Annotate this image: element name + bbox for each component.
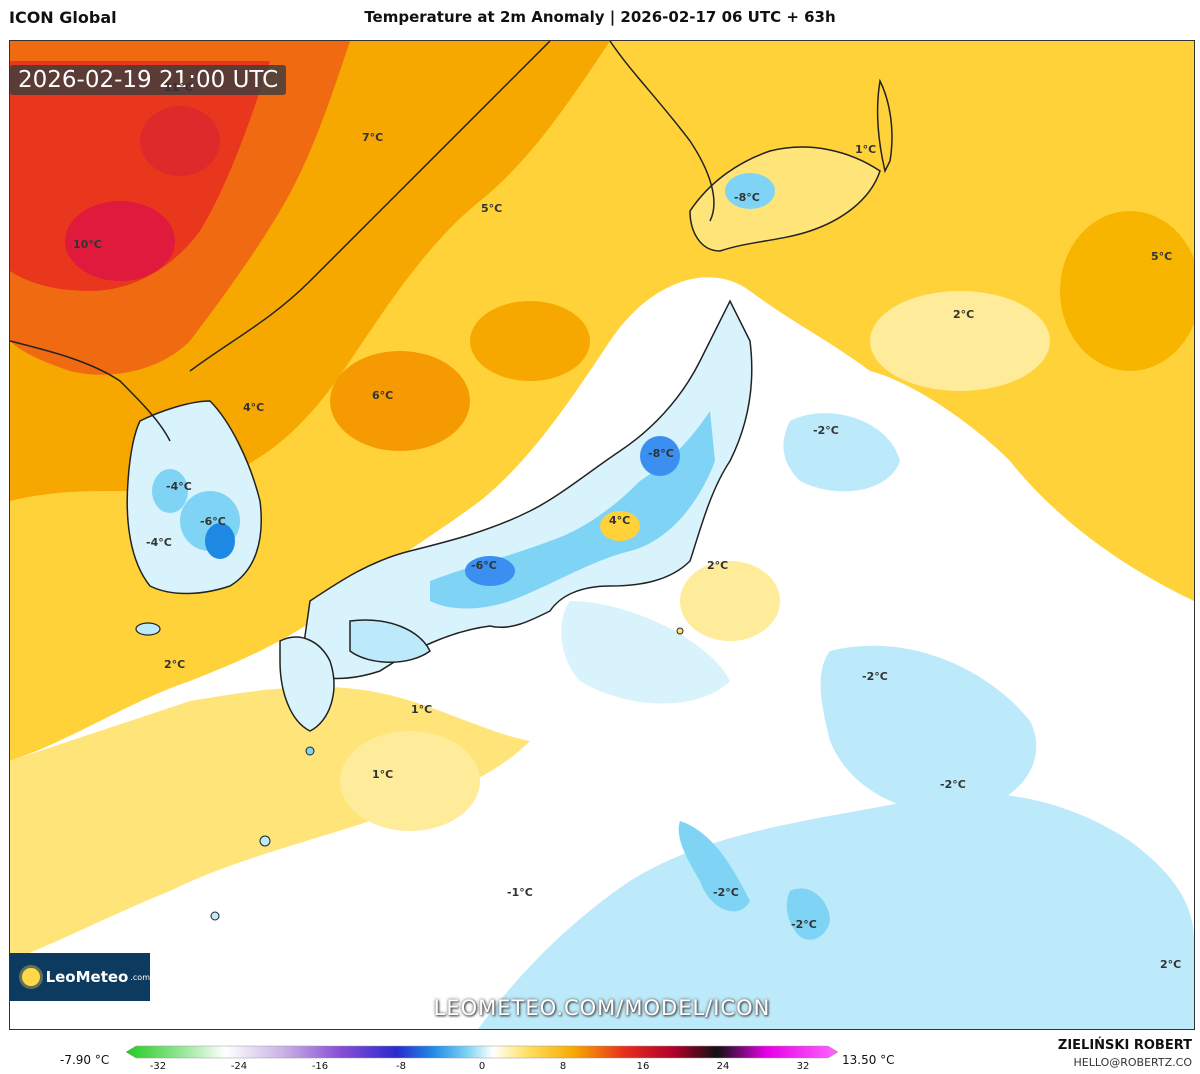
scale-tick: -32 <box>149 1061 167 1072</box>
contour-label: 1°C <box>372 768 394 781</box>
scale-min: -7.90 °C <box>60 1053 110 1067</box>
contour-label: 2°C <box>707 559 729 572</box>
logo-suffix: .com <box>130 972 150 982</box>
watermark: LEOMETEO.COM/MODEL/ICON <box>433 996 771 1020</box>
author-email[interactable]: HELLO@ROBERTZ.CO <box>1073 1056 1192 1069</box>
contour-label: 5°C <box>481 202 503 215</box>
contour-label: -6°C <box>200 515 226 528</box>
leometeo-logo[interactable]: LeoMeteo .com <box>10 953 150 1001</box>
chart-title: Temperature at 2m Anomaly | 2026-02-17 0… <box>364 8 836 26</box>
scale-tick: 8 <box>559 1061 567 1072</box>
scale-tick: 32 <box>796 1061 810 1072</box>
scale-max: 13.50 °C <box>842 1053 895 1067</box>
scale-tick: 16 <box>636 1061 650 1072</box>
contour-label: -2°C <box>713 886 739 899</box>
contour-label: -8°C <box>648 447 674 460</box>
contour-label: -2°C <box>940 778 966 791</box>
author-name: ZIELIŃSKI ROBERT <box>1057 1038 1192 1053</box>
contour-label: 1°C <box>411 703 433 716</box>
contour-label: 4°C <box>609 514 631 527</box>
contour-label: 2°C <box>1160 958 1182 971</box>
valid-time-badge: 2026-02-19 21:00 UTC <box>10 65 287 95</box>
scale-tick: 0 <box>478 1061 486 1072</box>
contour-label: -1°C <box>507 886 533 899</box>
model-name: ICON Global <box>9 8 117 27</box>
contour-label: -8°C <box>734 191 760 204</box>
contour-label: -4°C <box>146 536 172 549</box>
contour-label: 7°C <box>362 131 384 144</box>
contour-label: 10°C <box>73 238 102 251</box>
color-scale: -7.90 °C -32 -24 <box>0 1038 1200 1074</box>
contour-label: -2°C <box>813 424 839 437</box>
contour-label: 6°C <box>372 389 394 402</box>
scale-tick: 24 <box>716 1061 730 1072</box>
contour-label: 2°C <box>164 658 186 671</box>
scale-tick: -8 <box>396 1061 406 1072</box>
contour-label: -2°C <box>791 918 817 931</box>
contour-label: 2°C <box>953 308 975 321</box>
contour-label: 4°C <box>243 401 265 414</box>
colorbar <box>126 1045 838 1059</box>
map-field <box>10 41 1194 1029</box>
contour-label: -4°C <box>166 480 192 493</box>
contour-label: 1°C <box>855 143 877 156</box>
scale-tick: -16 <box>311 1061 329 1072</box>
sun-icon <box>22 968 40 986</box>
contour-label: 11°C <box>164 81 193 94</box>
contour-label: -6°C <box>471 559 497 572</box>
scale-tick: -24 <box>230 1061 248 1072</box>
logo-text: LeoMeteo <box>45 968 129 986</box>
anomaly-map[interactable]: 2026-02-19 21:00 UTC 10°C 11°C 7°C 5°C 1… <box>9 40 1195 1030</box>
contour-label: 5°C <box>1151 250 1173 263</box>
contour-label: -2°C <box>862 670 888 683</box>
